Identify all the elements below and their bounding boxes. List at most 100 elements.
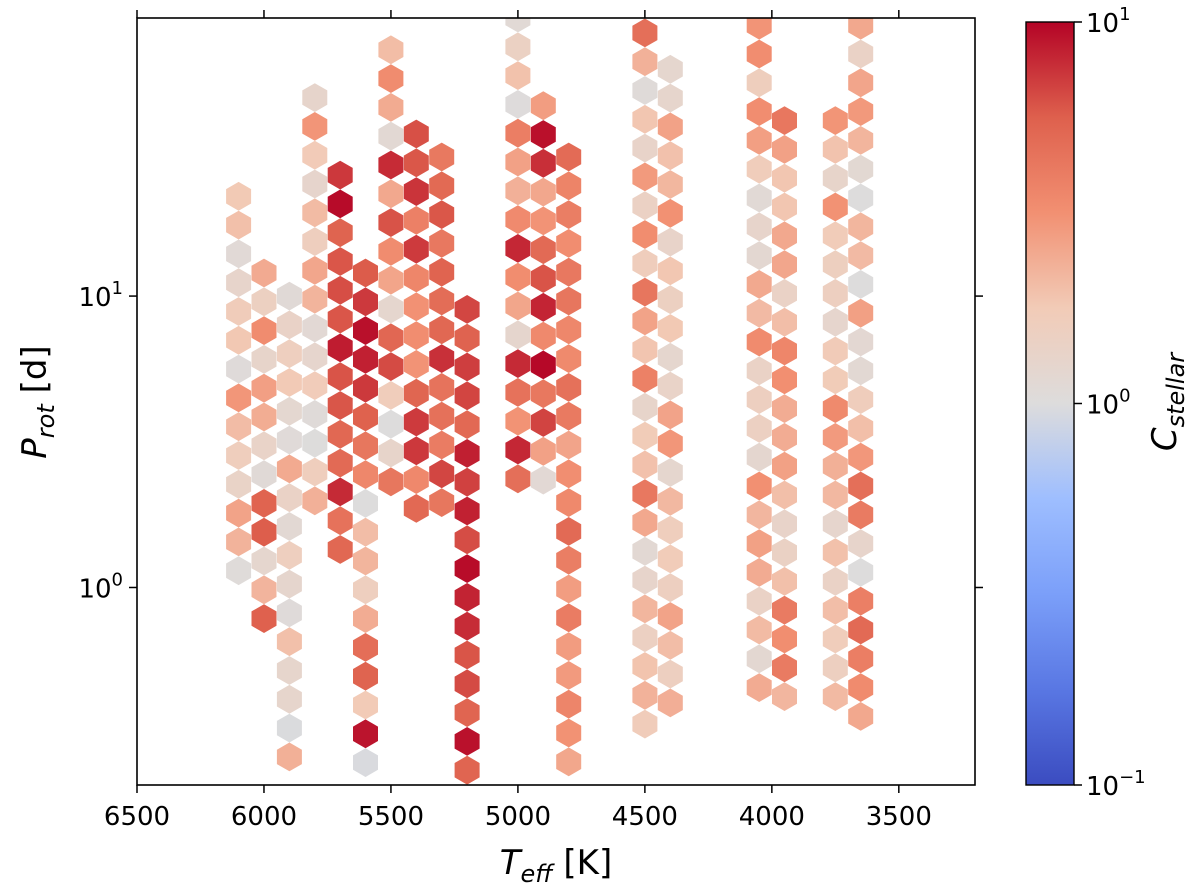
hexbin-cell — [822, 163, 848, 193]
hexbin-cell — [632, 191, 658, 221]
hexbin-cell — [657, 659, 683, 689]
hexbin-cell — [772, 538, 797, 567]
hexbin-cell — [403, 234, 429, 264]
hexbin-cell — [378, 150, 404, 180]
hexbin-cell — [429, 401, 455, 431]
hexbin-cell — [530, 321, 556, 351]
hexbin-cell — [378, 237, 404, 266]
hexbin-cell — [556, 257, 582, 287]
hexbin-cell — [378, 93, 404, 122]
hexbin-cell — [276, 540, 302, 570]
hexbin-cell — [848, 126, 874, 155]
hexbin-cell — [429, 286, 455, 316]
hexbin-cell — [848, 327, 874, 357]
hexbin-cell — [530, 264, 556, 293]
hexbin-cell — [848, 586, 874, 616]
hexbin-cell — [657, 688, 683, 718]
hexbin-cell — [772, 307, 797, 337]
hexbin-cell — [772, 135, 797, 164]
hexbin-cell — [302, 486, 328, 516]
hexbin-cell — [505, 406, 531, 436]
hexbin-cell — [454, 410, 480, 439]
hexbin-cell — [657, 400, 683, 430]
hexbin-cell — [746, 270, 772, 299]
hexbin-cell — [772, 480, 797, 510]
hexbin-cell — [302, 83, 328, 112]
hexbin-cell — [772, 279, 797, 308]
hexbin-cell — [848, 414, 874, 443]
hexbin-cell — [822, 135, 848, 164]
hexbin-cell — [454, 727, 480, 756]
hexbin-cell — [226, 297, 252, 326]
hexbin-cell — [632, 306, 658, 336]
hexbin-cell — [772, 192, 797, 222]
hexbin-cell — [772, 682, 797, 711]
hexbin-cell — [327, 362, 353, 392]
hexbin-cell — [251, 546, 277, 576]
hexbin-cell — [454, 611, 480, 641]
hexbin-cell — [556, 488, 582, 517]
hexbin-cell — [556, 401, 582, 431]
hexbin-cell — [353, 690, 378, 720]
hexbin-cell — [822, 682, 848, 711]
hexbin-cell — [632, 104, 658, 134]
x-tick-label: 6000 — [231, 802, 297, 832]
hexbin-cell — [746, 500, 772, 530]
hexbin-cell — [454, 467, 480, 497]
hexbin-cell — [353, 719, 378, 749]
hexbin-cell — [327, 304, 353, 334]
hexbin-cell — [657, 602, 683, 631]
hexbin-cell — [822, 106, 848, 135]
hexbin-cell — [276, 598, 302, 628]
hexbin-cell — [251, 316, 277, 345]
hexbin-cell — [454, 295, 480, 324]
hexbin-cell — [746, 414, 772, 443]
hexbin-cell — [276, 713, 302, 743]
hexbin-cell — [378, 438, 404, 468]
hexbin-cell — [276, 339, 302, 369]
hexbin-cell — [378, 64, 404, 93]
hexbin-cell — [378, 294, 404, 324]
hexbin-cell — [530, 379, 556, 409]
hexbin-cell — [746, 356, 772, 386]
hexbin-cell — [378, 409, 404, 439]
hexbin-cell — [657, 256, 683, 286]
hexbin-cell — [848, 298, 874, 328]
hexbin-cell — [556, 603, 582, 633]
hexbin-cell — [657, 314, 683, 343]
hexbin-cell — [657, 515, 683, 545]
hexbin-cell — [530, 350, 556, 380]
hexbin-cell — [378, 35, 404, 65]
hexbin-cell — [353, 604, 378, 633]
hexbin-cell — [746, 154, 772, 184]
hexbin-cell — [327, 391, 353, 420]
hexbin-cell — [822, 624, 848, 654]
hexbin-cell — [848, 183, 874, 213]
hexbin-cell — [848, 356, 874, 386]
hexbin-cell — [251, 460, 277, 489]
hexbin-cell — [505, 32, 531, 62]
hexbin-cell — [772, 624, 797, 654]
hexbin-cell — [302, 256, 328, 285]
hexbin-cell — [632, 450, 658, 480]
hexbin-cell — [276, 396, 302, 426]
hexbin-cell — [657, 83, 683, 113]
hexbin-cell — [251, 287, 277, 317]
y-tick-label: 100 — [78, 569, 123, 604]
hexbin-cell — [822, 653, 848, 683]
hexbin-cell — [556, 430, 582, 460]
hexbin-cell — [822, 538, 848, 567]
hexbin-cell — [302, 457, 328, 487]
hexbin-cell — [327, 506, 353, 536]
hexbin-cell — [429, 373, 455, 402]
hexbin-cell — [772, 451, 797, 481]
hexbin-cell — [746, 327, 772, 357]
hexbin-cell — [530, 408, 556, 437]
hexbin-cell — [657, 170, 683, 199]
hexbin-cell — [505, 234, 531, 263]
hexbin-cell — [226, 239, 252, 269]
hexbin-cell — [657, 112, 683, 142]
hexbin-cell — [632, 76, 658, 105]
hexbin-cell — [403, 206, 429, 235]
